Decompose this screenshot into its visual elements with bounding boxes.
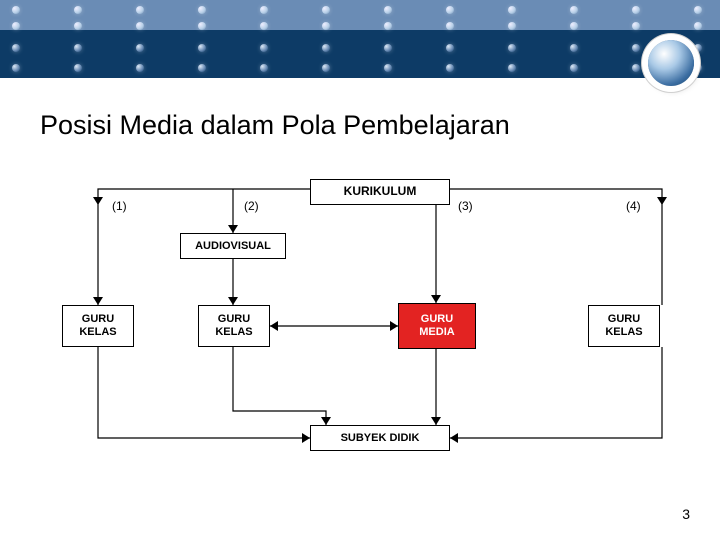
node-gurumedia: GURUMEDIA [398,303,476,349]
flowchart-edges [40,175,680,505]
page-title: Posisi Media dalam Pola Pembelajaran [40,110,510,141]
node-guru4: GURUKELAS [588,305,660,347]
node-guru2: GURUKELAS [198,305,270,347]
col-number-n3: (3) [458,199,473,213]
band-dark [0,30,720,78]
node-guru1: GURUKELAS [62,305,134,347]
band-light [0,0,720,30]
node-subyek: SUBYEK DIDIK [310,425,450,451]
node-kurikulum: KURIKULUM [310,179,450,205]
col-number-n1: (1) [112,199,127,213]
col-number-n2: (2) [244,199,259,213]
col-number-n4: (4) [626,199,641,213]
globe-icon [648,40,694,86]
node-audiovisual: AUDIOVISUAL [180,233,286,259]
page-number: 3 [682,506,690,522]
header-band [0,0,720,78]
flowchart: KURIKULUM AUDIOVISUAL GURUKELAS GURUKELAS GU… [40,175,680,505]
